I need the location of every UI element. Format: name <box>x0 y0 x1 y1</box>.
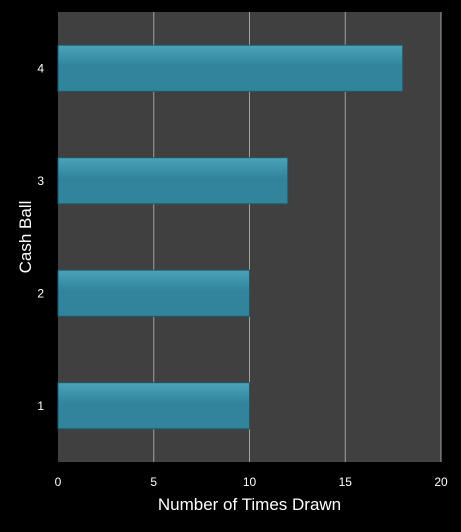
y-axis-title: Cash Ball <box>16 201 35 274</box>
y-tick-label: 1 <box>37 399 44 413</box>
x-axis-title: Number of Times Drawn <box>158 495 341 514</box>
x-tick-label: 20 <box>434 475 448 489</box>
y-tick-label: 2 <box>37 286 44 300</box>
bar-3 <box>57 157 289 205</box>
bar-2 <box>57 269 250 317</box>
x-tick-labels: 0 5 10 15 20 <box>55 475 448 489</box>
x-tick-label: 15 <box>339 475 353 489</box>
x-tick-label: 0 <box>55 475 62 489</box>
bar-1 <box>57 382 250 430</box>
x-tick-label: 10 <box>243 475 257 489</box>
x-tick-label: 5 <box>150 475 157 489</box>
y-tick-label: 4 <box>37 61 44 75</box>
bars <box>57 44 404 430</box>
y-tick-labels: 1 2 3 4 <box>37 61 44 413</box>
bar-4 <box>57 44 404 92</box>
y-tick-label: 3 <box>37 174 44 188</box>
